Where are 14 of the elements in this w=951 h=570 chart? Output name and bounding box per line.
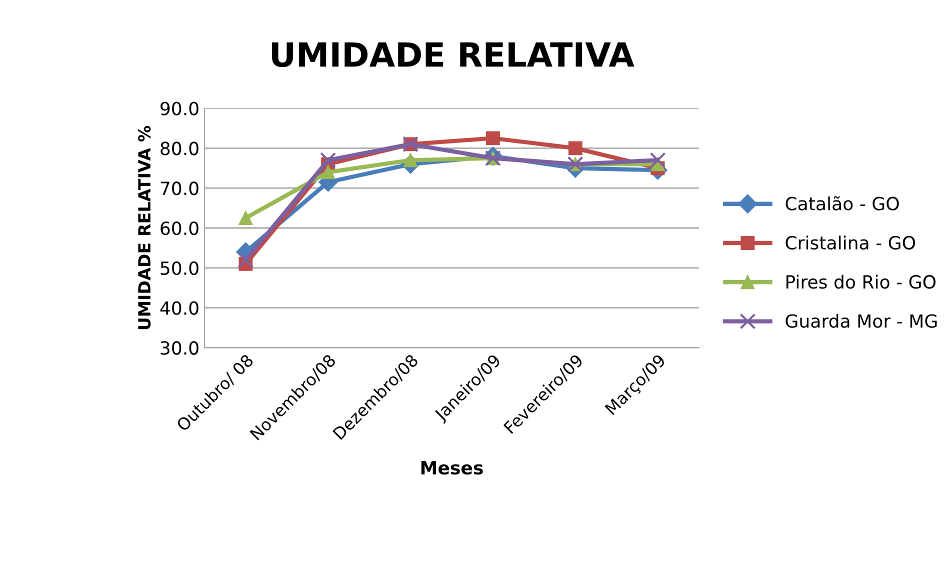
y-tick-label: 80.0 [160,142,198,156]
x-axis-title: Meses [421,461,483,475]
y-tick-label: 30.0 [160,341,198,355]
y-tick-label: 70.0 [160,182,198,196]
chart-title: UMIDADE RELATIVA [272,42,634,68]
legend-label: Catalão - GO [786,196,899,210]
legend-label: Cristalina - GO [786,236,916,250]
y-axis-title: UMIDADE RELATIVA % [138,126,151,330]
legend-label: Guarda Mor - MG [786,314,937,328]
y-tick-label: 60.0 [160,221,198,236]
y-tick-label: 50.0 [160,261,198,276]
y-tick-label: 90.0 [160,102,198,116]
y-tick-label: 40.0 [160,301,198,315]
legend-label: Pires do Rio - GO [786,274,936,289]
